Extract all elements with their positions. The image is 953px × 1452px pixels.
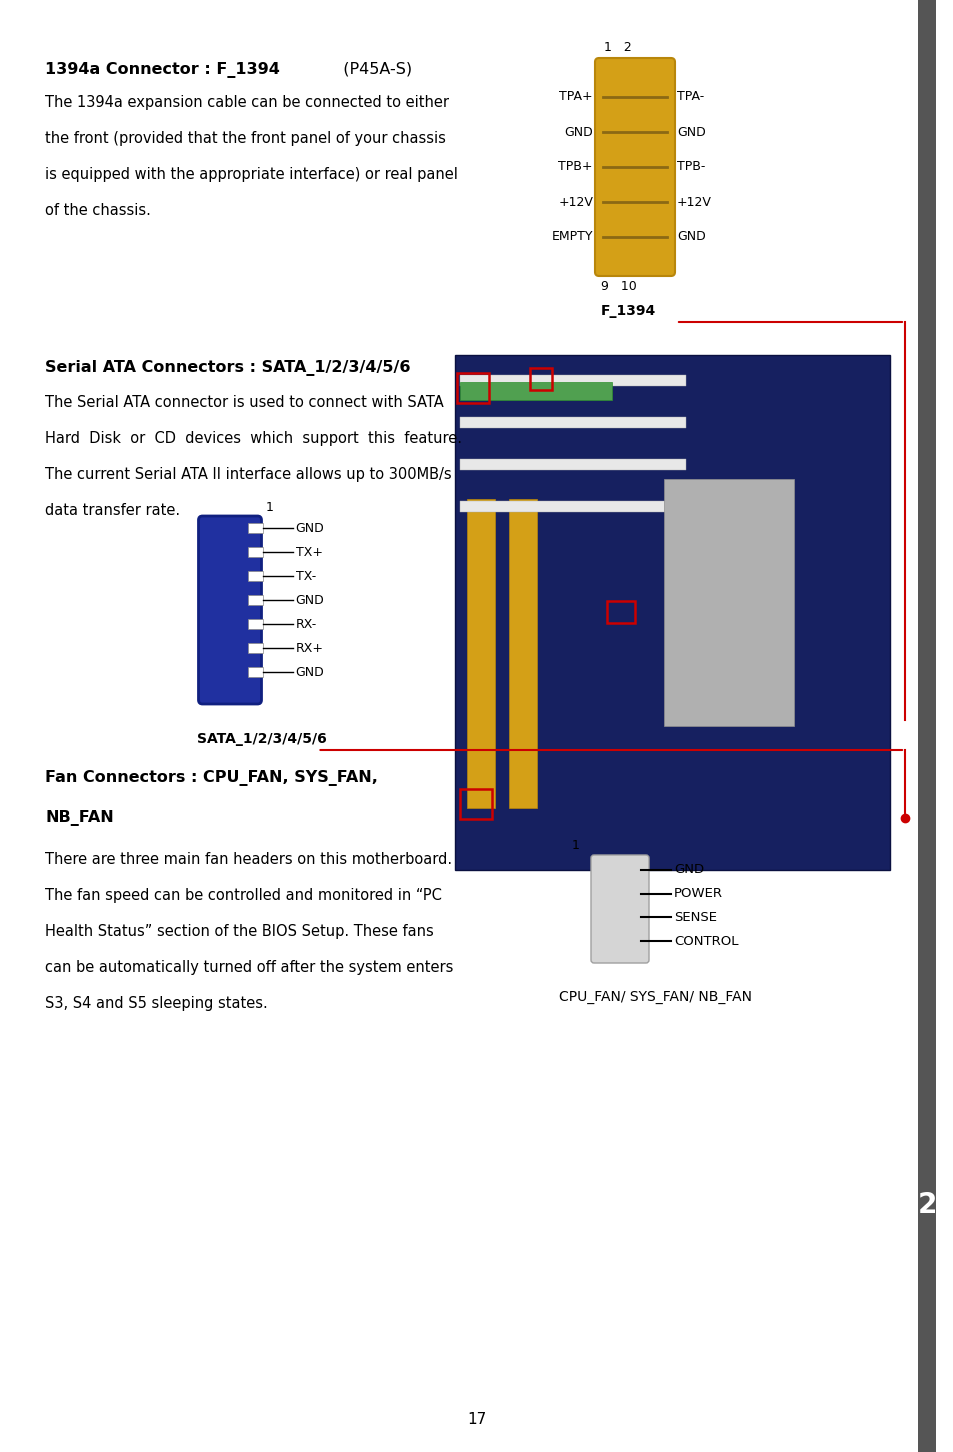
Text: GND: GND <box>295 594 324 607</box>
Bar <box>459 375 685 386</box>
Text: Health Status” section of the BIOS Setup. These fans: Health Status” section of the BIOS Setup… <box>45 923 434 939</box>
Bar <box>247 595 262 605</box>
Text: POWER: POWER <box>673 887 722 900</box>
Text: GND: GND <box>295 521 324 534</box>
Bar <box>247 668 262 678</box>
Bar <box>607 601 635 623</box>
Text: 1394a Connector : F_1394: 1394a Connector : F_1394 <box>45 62 279 78</box>
Bar <box>455 354 889 870</box>
Text: RX-: RX- <box>295 619 316 632</box>
Text: TPB-: TPB- <box>677 161 704 173</box>
Bar <box>459 459 685 470</box>
Text: S3, S4 and S5 sleeping states.: S3, S4 and S5 sleeping states. <box>45 996 268 1011</box>
Text: +12V: +12V <box>558 196 593 209</box>
Text: CPU_FAN/ SYS_FAN/ NB_FAN: CPU_FAN/ SYS_FAN/ NB_FAN <box>558 990 751 1003</box>
FancyBboxPatch shape <box>198 515 261 704</box>
FancyBboxPatch shape <box>595 58 675 276</box>
Bar <box>459 417 685 428</box>
Bar <box>247 620 262 629</box>
Text: RX+: RX+ <box>295 642 323 655</box>
Text: EMPTY: EMPTY <box>551 231 593 244</box>
Text: data transfer rate.: data transfer rate. <box>45 502 180 518</box>
Bar <box>456 373 489 404</box>
FancyBboxPatch shape <box>590 855 648 963</box>
Text: is equipped with the appropriate interface) or real panel: is equipped with the appropriate interfa… <box>45 167 457 182</box>
Bar <box>247 572 262 581</box>
Text: 1   2: 1 2 <box>603 41 631 54</box>
Bar <box>459 382 612 399</box>
Text: 1: 1 <box>572 839 579 852</box>
Bar <box>467 499 495 809</box>
Bar <box>459 788 492 819</box>
Text: Hard  Disk  or  CD  devices  which  support  this  feature.: Hard Disk or CD devices which support th… <box>45 431 461 446</box>
Text: the front (provided that the front panel of your chassis: the front (provided that the front panel… <box>45 131 445 147</box>
Text: 2: 2 <box>917 1191 936 1220</box>
Text: The current Serial ATA II interface allows up to 300MB/s: The current Serial ATA II interface allo… <box>45 468 451 482</box>
Text: TPB+: TPB+ <box>558 161 593 173</box>
Text: TPA+: TPA+ <box>558 90 593 103</box>
Bar <box>247 547 262 558</box>
Bar <box>247 523 262 533</box>
Text: of the chassis.: of the chassis. <box>45 203 151 218</box>
Text: TX-: TX- <box>295 569 315 582</box>
Bar <box>530 367 552 391</box>
Text: CONTROL: CONTROL <box>673 935 738 948</box>
Text: The Serial ATA connector is used to connect with SATA: The Serial ATA connector is used to conn… <box>45 395 443 409</box>
Bar <box>459 501 685 513</box>
Bar <box>917 0 935 1452</box>
Bar <box>663 479 794 726</box>
Text: can be automatically turned off after the system enters: can be automatically turned off after th… <box>45 960 453 974</box>
Text: GND: GND <box>673 864 703 877</box>
Text: GND: GND <box>677 125 705 138</box>
Text: 9   10: 9 10 <box>600 280 636 293</box>
Text: GND: GND <box>563 125 593 138</box>
Bar <box>247 643 262 653</box>
Text: GND: GND <box>295 666 324 680</box>
Text: Serial ATA Connectors : SATA_1/2/3/4/5/6: Serial ATA Connectors : SATA_1/2/3/4/5/6 <box>45 360 410 376</box>
Text: 1: 1 <box>265 501 274 514</box>
Text: 17: 17 <box>467 1411 486 1427</box>
Text: The fan speed can be controlled and monitored in “PC: The fan speed can be controlled and moni… <box>45 889 441 903</box>
Text: SENSE: SENSE <box>673 910 717 923</box>
Bar <box>509 499 537 809</box>
Text: F_1394: F_1394 <box>600 303 656 318</box>
Text: TX+: TX+ <box>295 546 322 559</box>
Text: GND: GND <box>677 231 705 244</box>
Text: NB_FAN: NB_FAN <box>45 810 113 826</box>
Text: TPA-: TPA- <box>677 90 703 103</box>
Text: +12V: +12V <box>677 196 711 209</box>
Text: Fan Connectors : CPU_FAN, SYS_FAN,: Fan Connectors : CPU_FAN, SYS_FAN, <box>45 770 377 786</box>
Text: The 1394a expansion cable can be connected to either: The 1394a expansion cable can be connect… <box>45 94 449 110</box>
Text: (P45A-S): (P45A-S) <box>333 62 412 77</box>
Text: There are three main fan headers on this motherboard.: There are three main fan headers on this… <box>45 852 452 867</box>
Text: SATA_1/2/3/4/5/6: SATA_1/2/3/4/5/6 <box>197 732 327 746</box>
